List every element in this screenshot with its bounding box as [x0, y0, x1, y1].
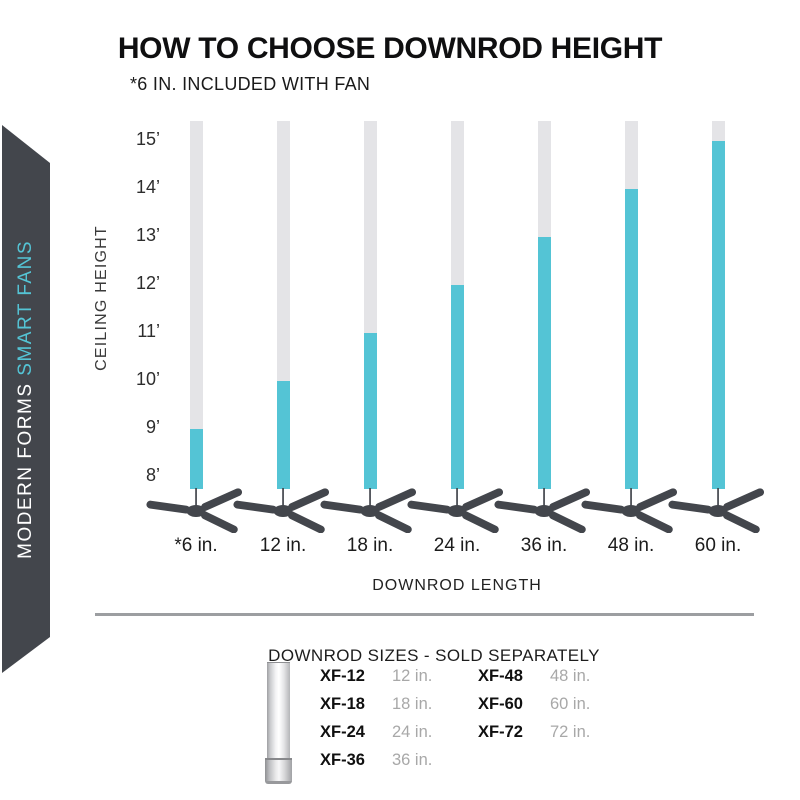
y-tick-label: 9’: [145, 417, 160, 437]
brand-tagline: SMART FANS: [15, 239, 36, 376]
x-tick-label: *6 in.: [174, 535, 218, 556]
size-row: XF-48 48 in.: [478, 667, 590, 686]
brand-text: MODERN FORMS SMART FANS: [15, 240, 37, 559]
ceiling-fan-icon: [492, 487, 596, 534]
length-label: 72 in.: [550, 723, 591, 741]
x-tick-label: 24 in.: [433, 535, 481, 556]
length-label: 24 in.: [392, 723, 433, 741]
y-tick-label: 12’: [135, 273, 160, 293]
size-row: XF-12 12 in.: [320, 667, 432, 686]
downrod-bar-fill: [537, 237, 551, 489]
downrod-bar-fill: [624, 189, 638, 489]
x-tick-label: 60 in.: [694, 535, 742, 556]
length-label: 18 in.: [392, 695, 433, 713]
ceiling-fan-icon: [318, 487, 422, 534]
y-tick-label: 11’: [137, 321, 160, 341]
size-row: XF-72 72 in.: [478, 723, 590, 742]
downrod-bar-track: [624, 121, 638, 489]
length-label: 60 in.: [550, 695, 591, 713]
downrod-bar-track: [711, 121, 725, 489]
downrod-bar-track: [363, 121, 377, 489]
x-tick-label: 36 in.: [520, 535, 568, 556]
page-title: HOW TO CHOOSE DOWNROD HEIGHT: [117, 32, 663, 65]
ceiling-fan-icon: [579, 487, 683, 534]
sizes-heading: DOWNROD SIZES - SOLD SEPARATELY: [268, 646, 600, 665]
model-label: XF-12: [320, 667, 365, 685]
model-label: XF-60: [478, 695, 523, 713]
downrod-bar-fill: [711, 141, 725, 489]
model-label: XF-18: [320, 695, 365, 713]
downrod-bar-fill: [189, 429, 203, 489]
downrod-collar: [265, 758, 292, 784]
size-row: XF-36 36 in.: [320, 751, 432, 770]
x-tick-label: 18 in.: [346, 535, 394, 556]
x-axis-label: DOWNROD LENGTH: [372, 577, 542, 594]
downrod-bar-fill: [450, 285, 464, 489]
brand-ribbon: MODERN FORMS SMART FANS: [2, 125, 50, 673]
downrod-bar-fill: [276, 381, 290, 489]
ceiling-fan-icon: [144, 487, 248, 534]
y-tick-label: 8’: [145, 465, 160, 485]
downrod-bar-track: [276, 121, 290, 489]
length-label: 48 in.: [550, 667, 591, 685]
y-axis-label: CEILING HEIGHT: [93, 225, 110, 371]
downrod-illustration: [267, 662, 290, 759]
ceiling-fan-icon: [666, 487, 770, 534]
brand-name: MODERN FORMS: [15, 382, 36, 559]
size-row: XF-60 60 in.: [478, 695, 590, 714]
model-label: XF-36: [320, 751, 365, 769]
ceiling-fan-icon: [231, 487, 335, 534]
downrod-bar-track: [189, 121, 203, 489]
length-label: 12 in.: [392, 667, 433, 685]
model-label: XF-72: [478, 723, 523, 741]
section-divider: [95, 613, 754, 616]
y-tick-label: 14’: [135, 177, 160, 197]
y-tick-label: 10’: [135, 369, 160, 389]
ceiling-fan-icon: [405, 487, 509, 534]
downrod-bar-fill: [363, 333, 377, 489]
model-label: XF-48: [478, 667, 523, 685]
y-tick-label: 15’: [135, 129, 160, 149]
included-note: *6 IN. INCLUDED WITH FAN: [130, 74, 371, 94]
downrod-bar-track: [450, 121, 464, 489]
size-row: XF-24 24 in.: [320, 723, 432, 742]
downrod-bar-track: [537, 121, 551, 489]
x-tick-label: 48 in.: [607, 535, 655, 556]
size-row: XF-18 18 in.: [320, 695, 432, 714]
length-label: 36 in.: [392, 751, 433, 769]
model-label: XF-24: [320, 723, 365, 741]
x-tick-label: 12 in.: [259, 535, 307, 556]
y-tick-label: 13’: [135, 225, 160, 245]
